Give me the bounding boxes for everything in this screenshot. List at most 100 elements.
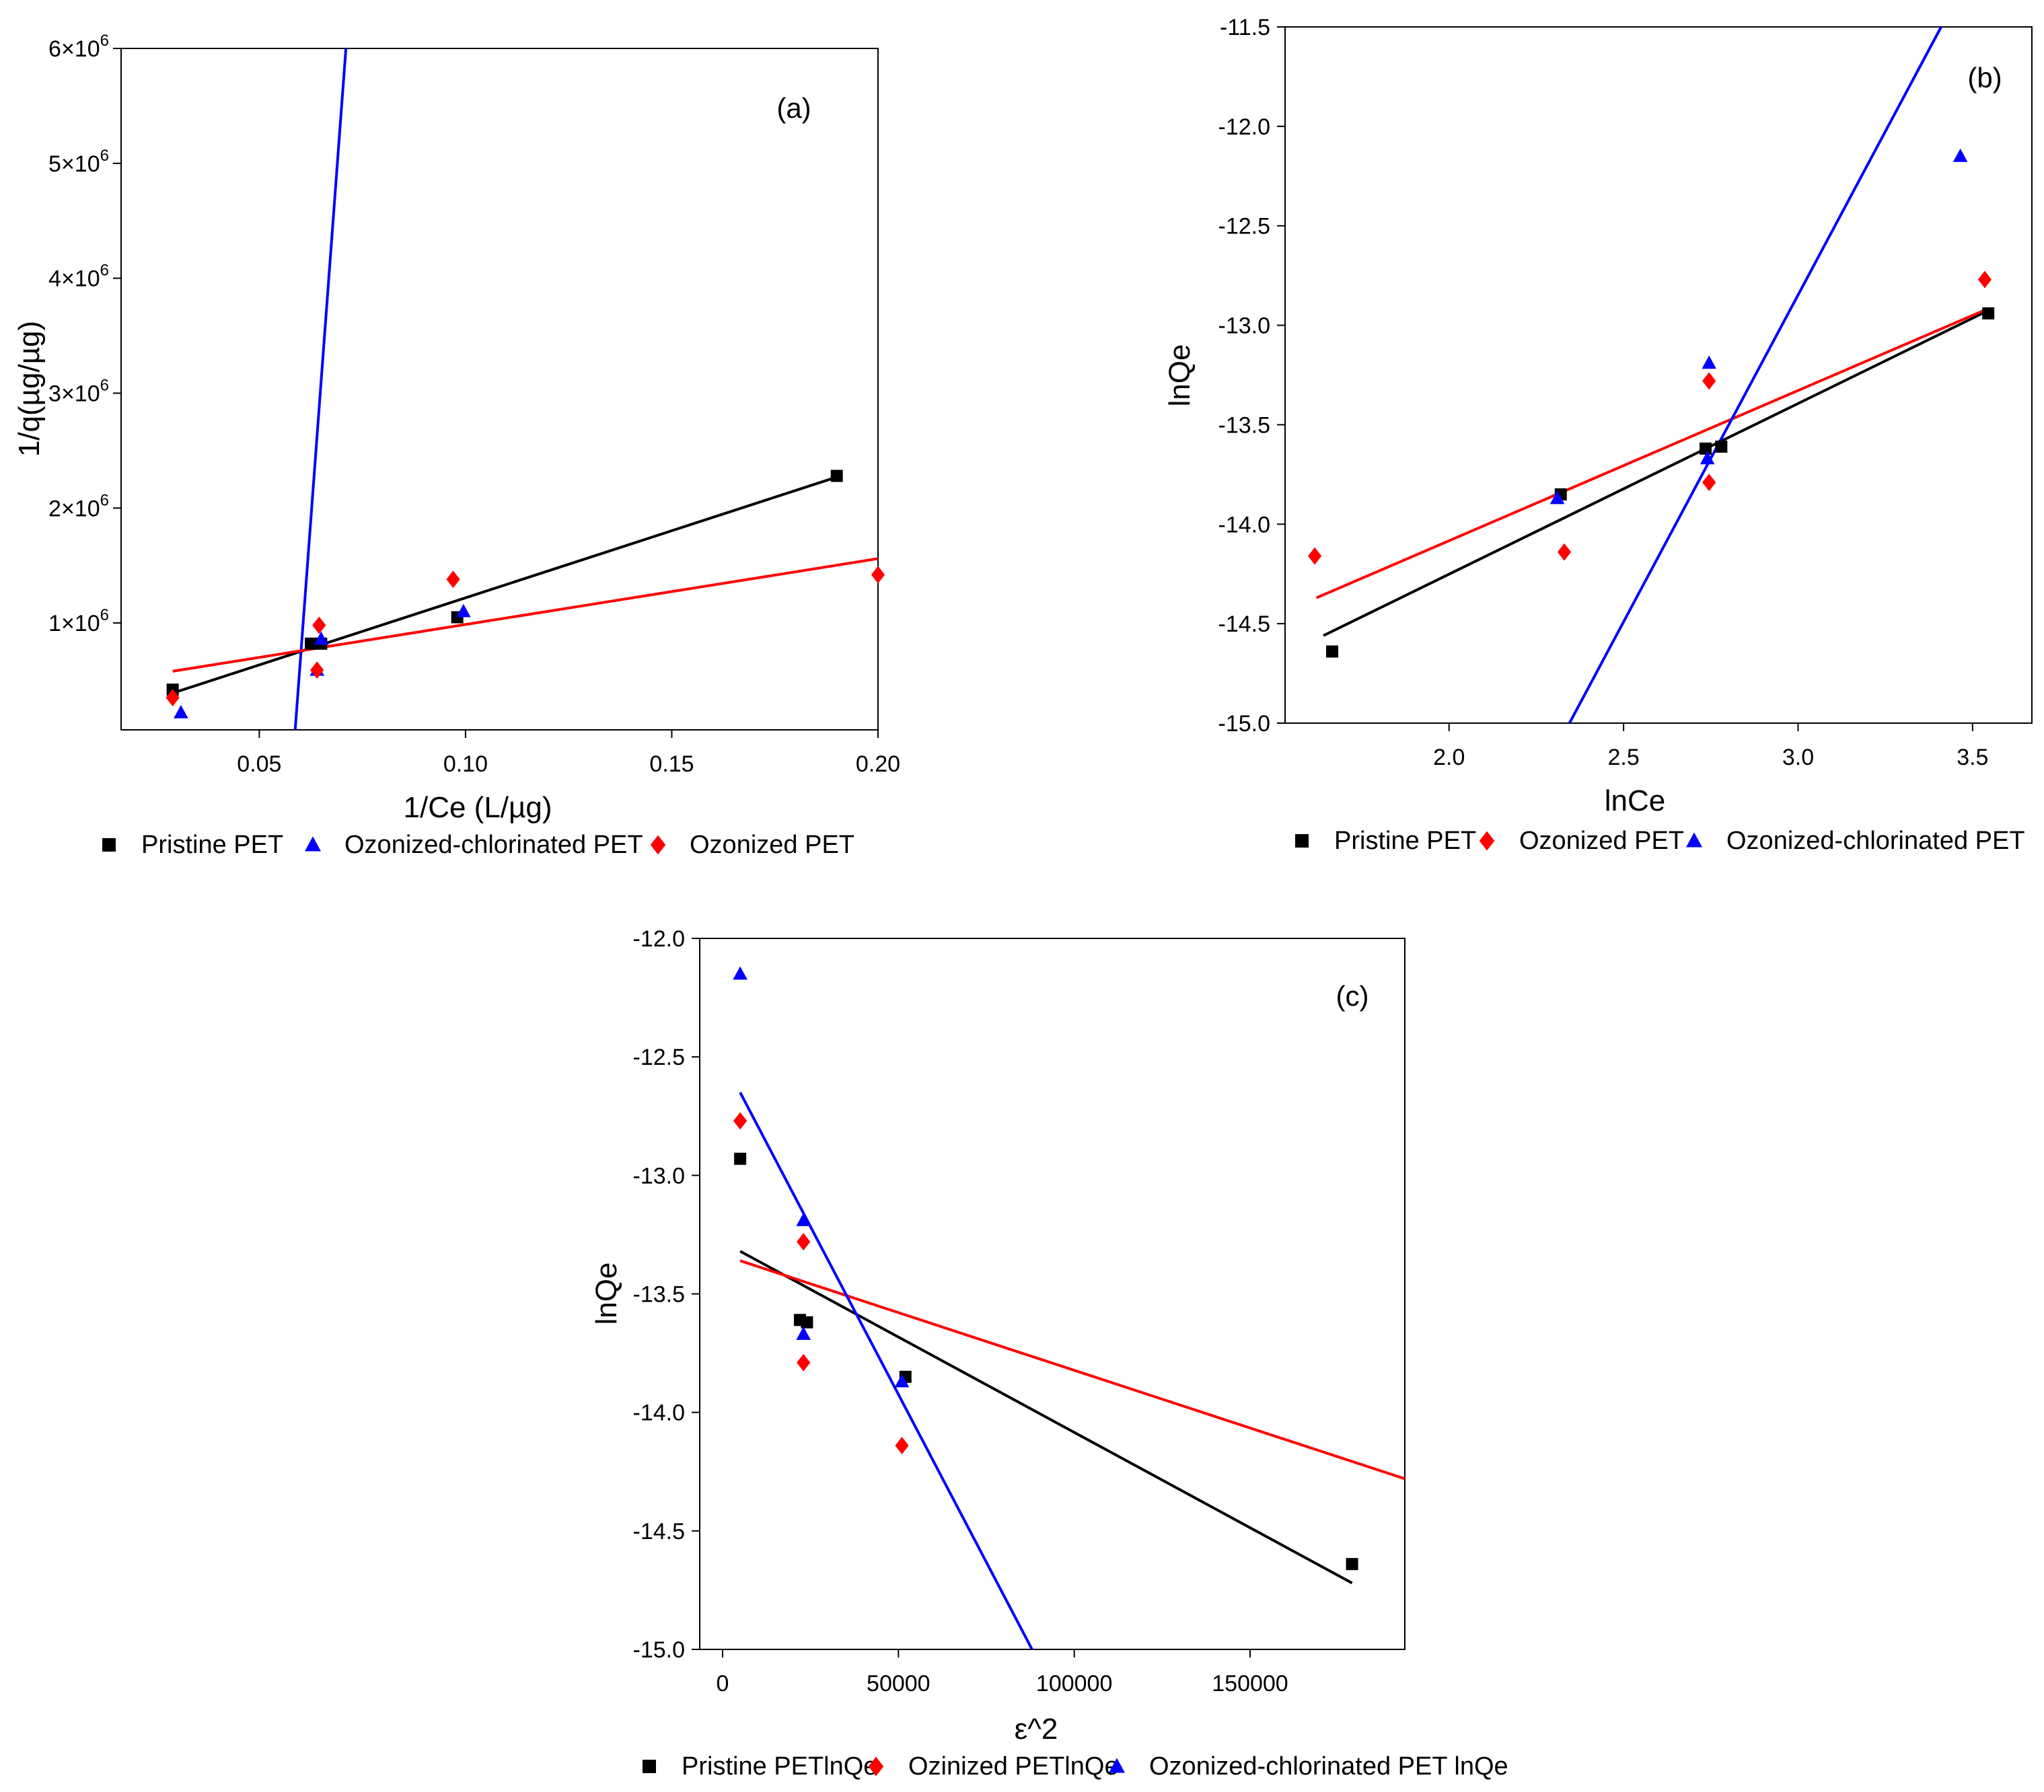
fit-line-diamond <box>1315 308 1987 599</box>
chart-b: 2.0 2.5 3.0 3.5 -15.0 -14.5 -14.0 -13.5 -13.0 -12… <box>1163 15 2033 855</box>
x-tick-label: 3.5 <box>1957 745 1988 770</box>
data-point-triangle <box>314 631 329 645</box>
y-axis-title: lnQe <box>590 1263 623 1325</box>
data-point-diamond <box>1307 547 1322 565</box>
fit-line-diamond <box>172 557 878 673</box>
x-tick-label: 2.5 <box>1607 745 1639 770</box>
y-tick-label: -15.0 <box>633 1637 686 1663</box>
x-tick-label: 3.0 <box>1782 745 1814 770</box>
y-tick-label: -11.5 <box>1220 15 1270 40</box>
tick-label-exponent: 6 <box>100 32 109 50</box>
fit-line-triangle <box>1568 27 1942 723</box>
x-tick-label: 0.10 <box>443 751 488 777</box>
tick-label-base: 6×10 <box>48 36 100 62</box>
data-point-square <box>1700 442 1712 455</box>
data-point-diamond <box>166 689 180 707</box>
legend-marker-triangle <box>1109 1758 1125 1773</box>
data-point-triangle <box>1700 451 1715 465</box>
legend-label: Ozonized-chlorinated PET lnQe <box>1149 1752 1508 1781</box>
y-tick-label: 4×106 <box>48 262 109 292</box>
y-tick-label: -14.5 <box>633 1519 686 1544</box>
x-tick-label: 0 <box>717 1671 729 1696</box>
data-point-triangle <box>1702 355 1717 369</box>
fit-line-square <box>172 476 838 695</box>
legend-marker-diamond <box>1479 831 1495 851</box>
data-point-diamond <box>1702 372 1716 390</box>
legend-marker-square <box>1295 834 1309 848</box>
data-point-diamond <box>310 661 324 679</box>
x-axis-title: 1/Ce (L/µg) <box>404 791 552 824</box>
panel-label: (b) <box>1967 62 2002 94</box>
legend-label: Pristine PET <box>1334 827 1476 855</box>
tick-label-exponent: 6 <box>100 147 109 165</box>
x-tick-label: 2.0 <box>1433 745 1465 770</box>
plot-frame <box>120 48 879 731</box>
panel-label: (c) <box>1336 980 1369 1012</box>
tick-label-base: 5×10 <box>48 151 100 177</box>
data-point-diamond <box>871 566 885 584</box>
y-tick-label: -12.5 <box>633 1045 686 1070</box>
y-tick-label: 1×106 <box>48 606 109 636</box>
tick-label-base: 1×10 <box>48 611 100 636</box>
fit-lines <box>1315 27 1987 723</box>
legend-marker-diamond <box>650 835 666 855</box>
legend-label: Pristine PET <box>141 831 283 859</box>
y-tick-label: -14.0 <box>633 1401 686 1426</box>
data-point-triangle <box>174 705 188 718</box>
data-point-square <box>1326 645 1339 658</box>
y-tick-label: 3×106 <box>48 376 109 406</box>
plot-frame <box>699 938 1406 1650</box>
y-axis-title: 1/q(µg/µg) <box>13 321 46 457</box>
data-point-square <box>305 637 318 650</box>
data-point-triangle <box>796 1327 811 1340</box>
legend-label: Ozonized PET <box>690 831 854 859</box>
x-tick-label: 100000 <box>1036 1671 1112 1696</box>
y-tick-label: 5×106 <box>48 147 109 177</box>
data-point-triangle <box>1952 148 1968 162</box>
y-tick-label: -13.5 <box>1218 412 1271 438</box>
fit-line-triangle <box>739 1092 1033 1649</box>
data-point-triangle <box>456 603 471 618</box>
data-point-diamond <box>895 1437 909 1454</box>
y-tick-label: -12.0 <box>633 926 686 952</box>
y-tick-label: -15.0 <box>1218 711 1271 737</box>
data-point-square <box>1715 440 1728 453</box>
data-point-triangle <box>796 1212 811 1226</box>
data-point-triangle <box>894 1374 910 1388</box>
tick-label-exponent: 6 <box>100 376 109 394</box>
legend-marker-triangle <box>305 836 321 852</box>
legend-label: Pristine PETlnQe <box>682 1752 877 1781</box>
legend-marker-square <box>102 838 116 852</box>
data-point-diamond <box>446 570 460 589</box>
y-tick-label: -13.0 <box>633 1163 686 1189</box>
fit-line-square <box>1323 310 1987 637</box>
fit-lines <box>172 48 878 730</box>
y-tick-label: -13.0 <box>1218 313 1271 339</box>
legend-marker-triangle <box>1686 832 1702 848</box>
legend-label: Ozonized-chlorinated PET <box>344 831 643 859</box>
data-point-square <box>801 1316 813 1329</box>
legend-label: Ozonized PET <box>1519 827 1684 855</box>
fit-line-square <box>739 1250 1353 1585</box>
data-point-square <box>734 1152 747 1165</box>
x-tick-label: 150000 <box>1212 1671 1288 1696</box>
tick-label-base: 2×10 <box>48 496 100 521</box>
x-tick-label: 0.20 <box>856 751 900 777</box>
legend-label: Ozinized PETlnQe <box>908 1752 1119 1781</box>
y-tick-label: -12.5 <box>1218 214 1271 239</box>
data-point-diamond <box>733 1112 747 1130</box>
fit-line-diamond <box>739 1259 1405 1481</box>
y-tick-label: -14.5 <box>1218 611 1271 637</box>
data-point-diamond <box>312 616 326 634</box>
fit-line-triangle <box>293 48 348 730</box>
fit-lines <box>739 1092 1405 1649</box>
y-tick-label: 6×106 <box>48 32 109 62</box>
y-axis-title: lnQe <box>1163 344 1196 407</box>
chart-c: 0 50000 100000 150000 -15.0 -14.5 -14.0 -13.5 -1… <box>590 926 1508 1781</box>
tick-label-exponent: 6 <box>100 606 109 624</box>
legend-marker-square <box>643 1760 656 1773</box>
tick-label-exponent: 6 <box>100 262 109 280</box>
tick-label-base: 3×10 <box>48 381 100 406</box>
legend-label: Ozonized-chlorinated PET <box>1726 827 2025 855</box>
